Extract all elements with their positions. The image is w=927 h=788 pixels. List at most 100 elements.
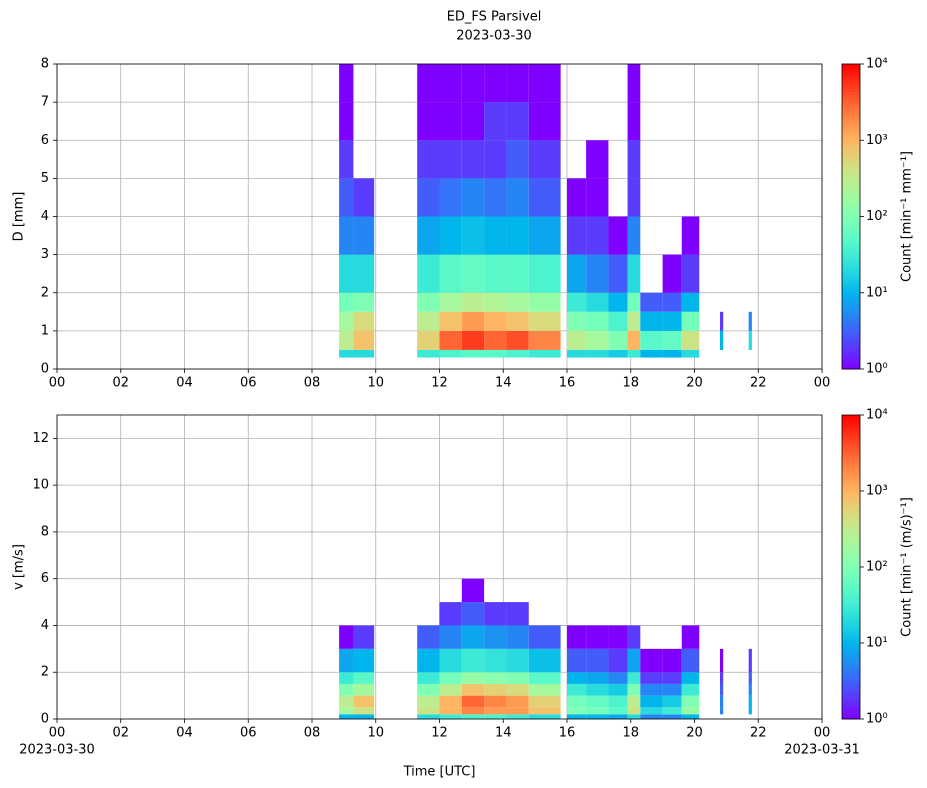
colorbar-step [842, 234, 860, 239]
heatmap-cell [439, 707, 462, 715]
heatmap-cell [484, 178, 507, 217]
colorbar-step [842, 79, 860, 83]
heatmap-cell [720, 330, 724, 350]
heatmap-cell [627, 102, 641, 141]
heatmap-cell [339, 330, 354, 350]
heatmap-cell [586, 695, 609, 708]
x-tick-label: 06 [240, 726, 257, 741]
heatmap-cell [567, 311, 587, 331]
heatmap-cell [506, 648, 529, 673]
heatmap-cell [528, 330, 561, 350]
colorbar-step [842, 182, 860, 187]
heatmap-cell [484, 349, 507, 358]
colorbar-step [842, 676, 860, 680]
heatmap-cell [586, 714, 609, 719]
x-tick-label: 08 [304, 726, 321, 741]
heatmap-cell [662, 683, 682, 696]
heatmap-cell [608, 254, 628, 293]
heatmap-cell [339, 625, 354, 649]
x-tick-label: 16 [559, 376, 576, 391]
colorbar-step [842, 533, 860, 538]
heatmap-cell [567, 695, 587, 708]
heatmap-cell [461, 292, 485, 312]
colorbar-step [842, 451, 860, 456]
heatmap-cell [461, 311, 485, 331]
heatmap-cell [461, 140, 485, 179]
heatmap-cell [506, 349, 529, 358]
heatmap-cell [461, 695, 485, 708]
colorbar-step [842, 536, 860, 541]
colorbar-step [842, 487, 860, 492]
heatmap-cell [439, 695, 462, 708]
colorbar-step [842, 280, 860, 285]
colorbar-step [842, 491, 860, 495]
colorbar-step [842, 421, 860, 425]
heatmap-cell [662, 707, 682, 715]
heatmap-cell [461, 578, 485, 603]
heatmap-cell [339, 648, 354, 673]
colorbar-tick-label: 10³ [866, 133, 888, 148]
colorbar-step [842, 500, 860, 504]
figure-subtitle: 2023-03-30 [456, 29, 532, 44]
x-tick-label: 14 [495, 726, 512, 741]
heatmap-cell [484, 311, 507, 331]
heatmap-cell [353, 672, 375, 684]
colorbar-step [842, 530, 860, 535]
colorbar-step [842, 600, 860, 604]
colorbar-step [842, 97, 860, 102]
colorbar-step [842, 314, 860, 318]
heatmap-cell [484, 602, 507, 626]
heatmap-cell [681, 254, 700, 293]
colorbar-step [842, 715, 860, 720]
colorbar-step [842, 222, 860, 227]
colorbar-step [842, 265, 860, 269]
colorbar-step [842, 506, 860, 510]
colorbar-step [842, 335, 860, 339]
colorbar-step [842, 481, 860, 486]
heatmap-cell [417, 140, 440, 179]
colorbar-step [842, 240, 860, 245]
heatmap-cell [608, 707, 628, 715]
heatmap-cell [461, 714, 485, 719]
heatmap-cell [720, 648, 724, 673]
heatmap-cell [640, 292, 663, 312]
colorbar-step [842, 700, 860, 705]
heatmap-cell [627, 330, 641, 350]
colorbar-step [842, 64, 860, 68]
heatmap-cell [528, 695, 561, 708]
colorbar-step [842, 521, 860, 525]
heatmap-cell [439, 672, 462, 684]
x-tick-label: 22 [750, 726, 767, 741]
colorbar-step [842, 170, 860, 175]
heatmap-cell [461, 683, 485, 696]
heatmap-cell [608, 292, 628, 312]
colorbar-step [842, 497, 860, 501]
colorbar-tick-label: 10¹ [866, 636, 888, 651]
heatmap-cell [662, 714, 682, 719]
heatmap-cell [417, 672, 440, 684]
heatmap-cell [608, 216, 628, 255]
heatmap-cell [627, 216, 641, 255]
heatmap-cell [439, 178, 462, 217]
heatmap-cell [439, 602, 462, 626]
colorbar-step [842, 712, 860, 717]
heatmap-cell [586, 254, 609, 293]
heatmap-cell [417, 349, 440, 358]
colorbar-step [842, 359, 860, 364]
heatmap-cell [506, 714, 529, 719]
heatmap-cell [681, 216, 700, 255]
heatmap-cell [528, 216, 561, 255]
colorbar-step [842, 289, 860, 294]
heatmap-cell [681, 714, 700, 719]
heatmap-cell [528, 707, 561, 715]
colorbar-step [842, 418, 860, 422]
colorbar-step [842, 439, 860, 443]
colorbar-step [842, 317, 860, 321]
heatmap-cell [417, 625, 440, 649]
colorbar-step [842, 216, 860, 221]
colorbar-step [842, 149, 860, 153]
heatmap-cell [528, 714, 561, 719]
colorbar-step [842, 103, 860, 108]
heatmap-cell [640, 330, 663, 350]
